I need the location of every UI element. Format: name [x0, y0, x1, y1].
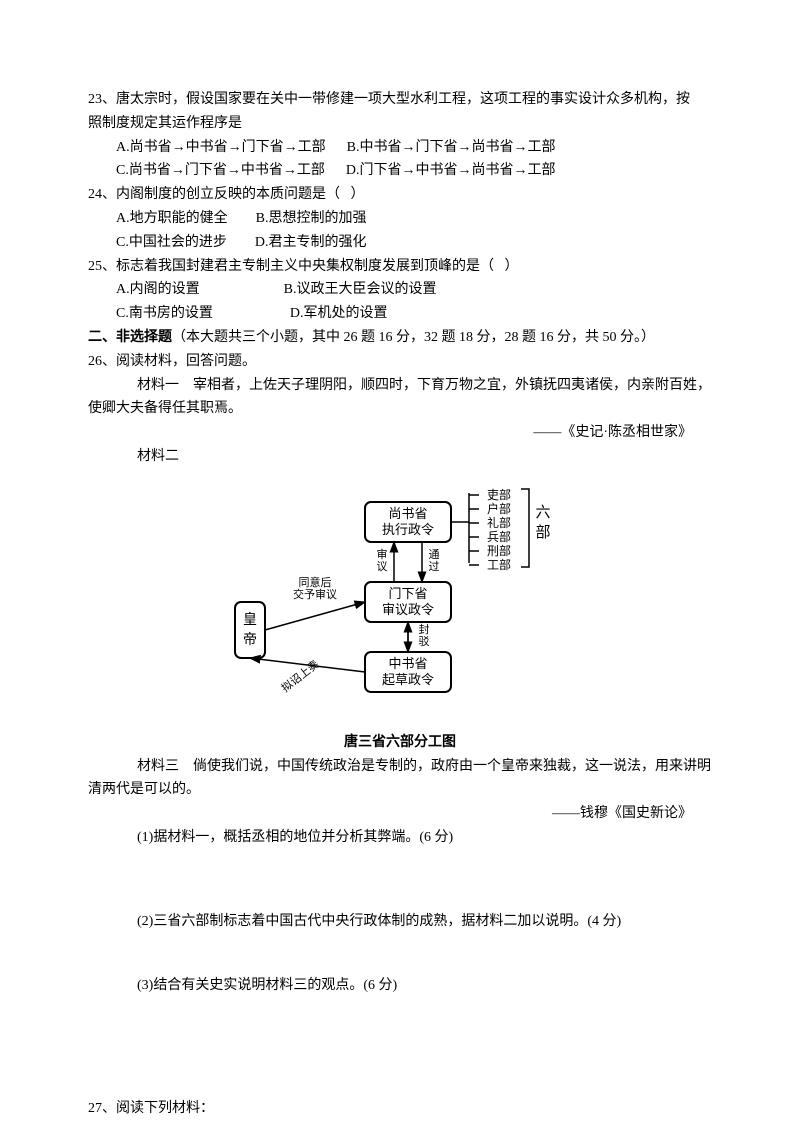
svg-text:六: 六 — [535, 504, 550, 521]
svg-text:同意后: 同意后 — [299, 575, 332, 589]
section-2-heading: 二、非选择题（本大题共三个小题，其中 26 题 16 分，32 题 18 分，2… — [88, 326, 712, 350]
q26-m3-src: ——钱穆《国史新论》 — [88, 802, 712, 826]
svg-text:兵部: 兵部 — [487, 529, 511, 544]
svg-text:刑部: 刑部 — [487, 543, 511, 558]
svg-text:皇: 皇 — [243, 612, 257, 628]
blank-space — [88, 1057, 712, 1097]
q26-m1-a: 材料一 宰相者，上佐天子理阴阳，顺四时，下育万物之宜，外镇抚四夷诸侯，内亲附百姓… — [88, 374, 712, 398]
svg-text:封: 封 — [419, 622, 430, 636]
svg-text:帝: 帝 — [243, 632, 257, 648]
q26-sub3: (3)结合有关史实说明材料三的观点。(6 分) — [88, 974, 712, 998]
svg-text:中书省: 中书省 — [388, 656, 427, 671]
q25-stem: 25、标志着我国封建君主专制主义中央集权制度发展到顶峰的是（ ） — [88, 255, 712, 279]
svg-text:部: 部 — [535, 524, 550, 541]
svg-text:交予审议: 交予审议 — [293, 587, 337, 601]
q23-stem-1: 23、唐太宗时，假设国家要在关中一带修建一项大型水利工程，这项工程的事实设计众多… — [88, 88, 712, 112]
blank-space — [88, 934, 712, 974]
svg-text:起草政令: 起草政令 — [382, 672, 434, 687]
q26-sub2: (2)三省六部制标志着中国古代中央行政体制的成熟，据材料二加以说明。(4 分) — [88, 910, 712, 934]
svg-text:驳: 驳 — [419, 635, 430, 648]
diagram-caption: 唐三省六部分工图 — [88, 731, 712, 755]
q26-m1-b: 使卿大夫备得任其职焉。 — [88, 397, 712, 421]
blank-space — [88, 997, 712, 1057]
q27-head: 27、阅读下列材料： — [88, 1097, 712, 1121]
q23-row-ab: A.尚书省→中书省→门下省→工部 B.中书省→门下省→尚书省→工部 — [88, 136, 712, 160]
q26-sub1: (1)据材料一，概括丞相的地位并分析其弊端。(6 分) — [88, 826, 712, 850]
svg-text:工部: 工部 — [487, 557, 511, 572]
svg-text:吏部: 吏部 — [487, 487, 511, 502]
svg-text:通: 通 — [429, 548, 440, 561]
q26-m3-a: 材料三 倘使我们说，中国传统政治是专制的，政府由一个皇帝来独裁，这一说法，用来讲… — [88, 755, 712, 779]
tang-three-province-diagram: 皇帝尚书省执行政令门下省审议政令中书省起草政令同意后交予审议拟诏上奏审议通过封驳… — [200, 477, 600, 727]
q24-row-ab: A.地方职能的健全 B.思想控制的加强 — [88, 207, 712, 231]
q24-row-cd: C.中国社会的进步 D.君主专制的强化 — [88, 231, 712, 255]
svg-text:门下省: 门下省 — [388, 586, 427, 601]
q26-m1-src: ——《史记·陈丞相世家》 — [88, 421, 712, 445]
q26-m2: 材料二 — [88, 445, 712, 469]
svg-text:礼部: 礼部 — [487, 515, 511, 530]
svg-text:议: 议 — [377, 560, 388, 573]
svg-text:尚书省: 尚书省 — [388, 506, 427, 521]
svg-text:审: 审 — [377, 547, 388, 561]
svg-text:审议政令: 审议政令 — [382, 602, 434, 617]
q25-row-ab: A.内阁的设置 B.议政王大臣会议的设置 — [88, 278, 712, 302]
q25-row-cd: C.南书房的设置 D.军机处的设置 — [88, 302, 712, 326]
q23-row-cd: C.尚书省→门下省→中书省→工部 D.门下省→中书省→尚书省→工部 — [88, 159, 712, 183]
q26-m3-b: 清两代是可以的。 — [88, 778, 712, 802]
svg-text:户部: 户部 — [487, 501, 511, 516]
q24-stem: 24、内阁制度的创立反映的本质问题是（ ） — [88, 183, 712, 207]
q26-head: 26、阅读材料，回答问题。 — [88, 350, 712, 374]
svg-text:过: 过 — [429, 560, 440, 573]
blank-space — [88, 850, 712, 910]
svg-text:执行政令: 执行政令 — [382, 522, 434, 537]
q23-stem-2: 照制度规定其运作程序是 — [88, 112, 712, 136]
